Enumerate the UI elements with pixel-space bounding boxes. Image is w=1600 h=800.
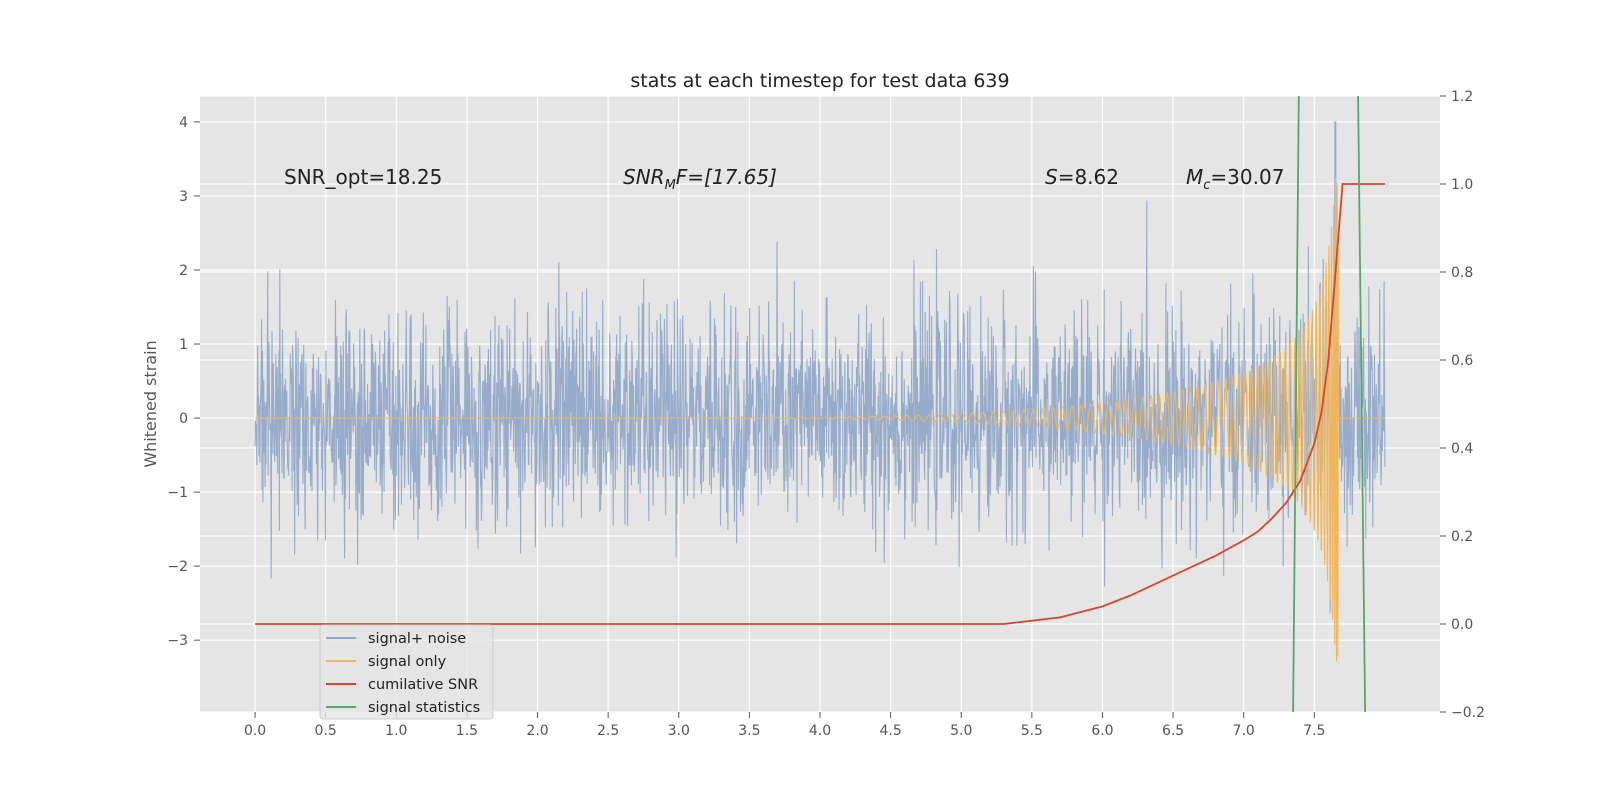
y-tick-label: −3 <box>167 633 188 649</box>
y2-tick-label: 1.0 <box>1451 177 1473 193</box>
legend-label-signal-only: signal only <box>368 654 447 670</box>
tick-marks: 0.0 0.5 1.0 1.5 2.0 2.5 3.0 3.5 4.0 4.5 5.0 5.5 6.0 6… <box>167 89 1485 739</box>
x-tick-label: 5.0 <box>950 723 972 739</box>
y2-tick-label: 0.8 <box>1451 265 1473 281</box>
y-tick-label: 3 <box>179 189 188 205</box>
annotation-snr-opt: SNR_opt=18.25 <box>284 165 442 189</box>
x-tick-label: 5.5 <box>1021 723 1043 739</box>
x-tick-label: 2.5 <box>597 723 619 739</box>
x-tick-label: 6.0 <box>1091 723 1113 739</box>
annotation-snr-mf: SNRMF=[17.65] <box>623 165 777 193</box>
legend-label-cumulative-snr: cumilative SNR <box>368 677 478 693</box>
legend-box <box>319 624 494 720</box>
y2-tick-label: 0.2 <box>1451 529 1473 545</box>
x-tick-label: 1.0 <box>385 723 407 739</box>
y2-tick-label: 0.0 <box>1451 617 1473 633</box>
y2-tick-label: 0.6 <box>1451 353 1473 369</box>
legend-label-signal-noise: signal+ noise <box>368 631 466 647</box>
x-tick-label: 0.0 <box>244 723 266 739</box>
y2-tick-label: 1.2 <box>1451 89 1473 105</box>
y-axis-title: Whitened strain <box>141 340 160 467</box>
x-tick-label: 7.0 <box>1233 723 1255 739</box>
series-cumulative-snr-line <box>255 183 1385 625</box>
annotation-mc: Mc=30.07 <box>1186 165 1284 193</box>
chart-title: stats at each timestep for test data 639 <box>630 70 1009 92</box>
series-signal-statistics-line <box>1292 95 1300 713</box>
x-tick-label: 4.5 <box>879 723 901 739</box>
series-signal-noise-line <box>254 121 1386 613</box>
annotation-s: S=8.62 <box>1045 165 1119 189</box>
y-tick-label: 0 <box>179 411 188 427</box>
series-signal-statistics-line <box>1357 95 1366 713</box>
x-tick-label: 4.0 <box>809 723 831 739</box>
legend: signal+ noise signal only cumilative SNR… <box>319 624 494 720</box>
x-tick-label: 6.5 <box>1162 723 1184 739</box>
x-tick-label: 0.5 <box>315 723 337 739</box>
series-layer <box>254 95 1386 713</box>
y-tick-label: −2 <box>167 559 188 575</box>
y-tick-label: 1 <box>179 337 188 353</box>
y2-tick-label: 0.4 <box>1451 441 1473 457</box>
x-tick-label: 1.5 <box>456 723 478 739</box>
legend-label-signal-statistics: signal statistics <box>368 700 480 716</box>
y-tick-label: −1 <box>167 485 188 501</box>
y-tick-label: 2 <box>179 263 188 279</box>
x-tick-label: 2.0 <box>526 723 548 739</box>
x-tick-label: 3.0 <box>668 723 690 739</box>
x-tick-label: 3.5 <box>738 723 760 739</box>
y2-tick-label: −0.2 <box>1451 705 1485 721</box>
series-signal-only-line <box>255 178 1385 662</box>
x-tick-label: 7.5 <box>1303 723 1325 739</box>
y-tick-label: 4 <box>179 115 188 131</box>
